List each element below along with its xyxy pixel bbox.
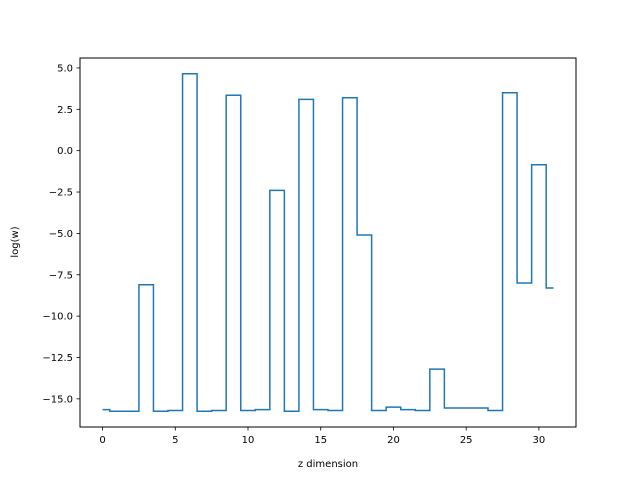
x-tick-label: 0 [99,435,105,446]
y-tick-label: −12.5 [42,353,73,364]
x-axis-label: z dimension [298,459,358,470]
x-tick-label: 25 [460,435,473,446]
y-axis-label: log(w) [10,226,21,257]
y-tick-label: 2.5 [57,105,73,116]
x-tick-label: 20 [387,435,400,446]
y-tick-label: −15.0 [42,394,73,405]
axes-frame [79,57,577,428]
y-tick-label: −7.5 [49,270,73,281]
x-tick-label: 15 [314,435,327,446]
y-tick-label: −5.0 [49,229,73,240]
x-tick-label: 5 [172,435,178,446]
x-tick-label: 30 [533,435,546,446]
y-tick-label: −2.5 [49,188,73,199]
y-tick-label: 5.0 [57,63,73,74]
series-line [102,72,554,413]
x-tick-label: 10 [242,435,255,446]
y-tick-label: −10.0 [42,312,73,323]
y-tick-label: 0.0 [57,146,73,157]
